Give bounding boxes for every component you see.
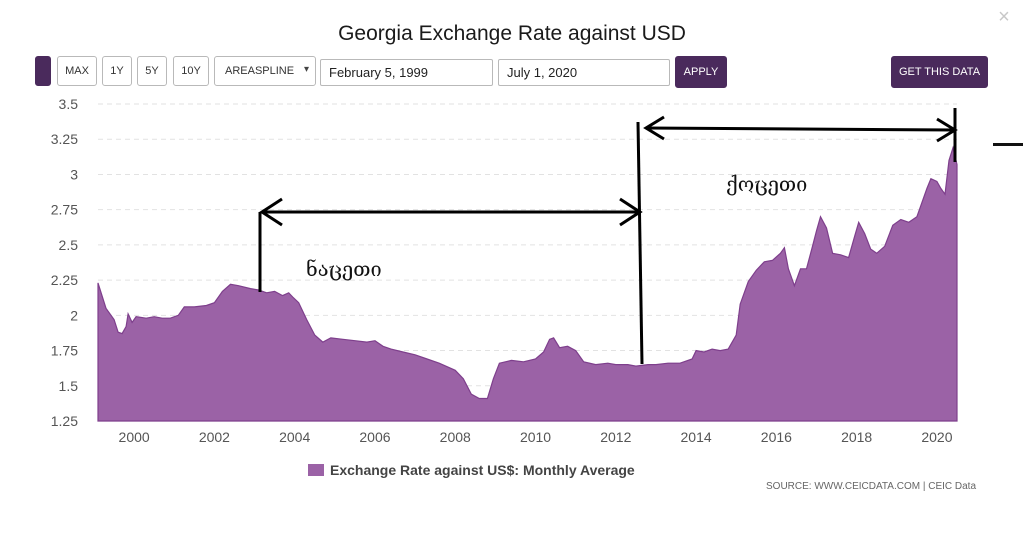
range-button-1y[interactable]: 1Y	[102, 56, 132, 86]
close-icon[interactable]: ×	[998, 6, 1010, 28]
x-tick-label: 2020	[921, 429, 952, 445]
start-date-input[interactable]: February 5, 1999	[320, 59, 493, 86]
series-area	[97, 145, 958, 422]
x-tick-label: 2000	[119, 429, 150, 445]
chevron-down-icon: ▾	[303, 64, 309, 75]
end-date-input[interactable]: July 1, 2020	[498, 59, 670, 86]
range-button-5y[interactable]: 5Y	[137, 56, 167, 86]
annotation-label-1: ნაცეთი	[306, 257, 382, 281]
legend-swatch	[308, 464, 324, 476]
x-tick-label: 2006	[359, 429, 390, 445]
x-tick-label: 2012	[600, 429, 631, 445]
x-tick-label: 2008	[440, 429, 471, 445]
chart-type-value: AREASPLINE	[225, 65, 295, 77]
range-button-max[interactable]: MAX	[57, 56, 97, 86]
apply-button[interactable]: APPLY	[675, 56, 727, 88]
x-tick-label: 2002	[199, 429, 230, 445]
x-tick-label: 2018	[841, 429, 872, 445]
chart-title: Georgia Exchange Rate against USD	[338, 22, 686, 45]
x-tick-label: 2010	[520, 429, 551, 445]
menu-button[interactable]	[35, 56, 51, 86]
range-button-10y[interactable]: 10Y	[173, 56, 209, 86]
x-tick-label: 2004	[279, 429, 310, 445]
get-this-data-button[interactable]: GET THIS DATA	[891, 56, 988, 88]
y-tick-label: 1.75	[51, 343, 78, 359]
y-axis-labels: 1.25 1.5 1.75 2 2.25 2.5 2.75 3 3.25 3.5	[51, 96, 78, 429]
y-tick-label: 1.5	[59, 378, 79, 394]
annotation-arrows	[258, 108, 958, 365]
arrow-1-left-head	[259, 197, 283, 227]
y-tick-label: 1.25	[51, 413, 78, 429]
source-note: SOURCE: WWW.CEICDATA.COM | CEIC Data	[766, 481, 977, 492]
arrow-2-shaft	[645, 126, 956, 132]
y-tick-label: 3.5	[59, 96, 79, 112]
x-axis-labels: 2000 2002 2004 2006 2008 2010 2012 2014 2016 2018…	[119, 429, 953, 445]
y-tick-label: 3.25	[51, 131, 78, 147]
legend-label: Exchange Rate against US$: Monthly Avera…	[330, 462, 635, 478]
divider-vertical	[636, 121, 644, 365]
toolbar: MAX 1Y 5Y 10Y AREASPLINE ▾ February 5, 1…	[0, 56, 1024, 88]
y-tick-label: 2.25	[51, 272, 78, 288]
arrow-2-left-head	[643, 115, 665, 141]
chart-type-select[interactable]: AREASPLINE ▾	[214, 56, 316, 86]
x-tick-label: 2016	[761, 429, 792, 445]
y-tick-label: 2.5	[59, 237, 79, 253]
annotation-label-2: ქოცეთი	[726, 172, 807, 196]
y-tick-label: 2	[70, 307, 78, 323]
y-tick-label: 2.75	[51, 202, 78, 218]
legend[interactable]: Exchange Rate against US$: Monthly Avera…	[308, 461, 635, 479]
x-tick-label: 2014	[681, 429, 712, 445]
y-tick-label: 3	[70, 166, 78, 182]
edge-mark	[993, 143, 1023, 146]
